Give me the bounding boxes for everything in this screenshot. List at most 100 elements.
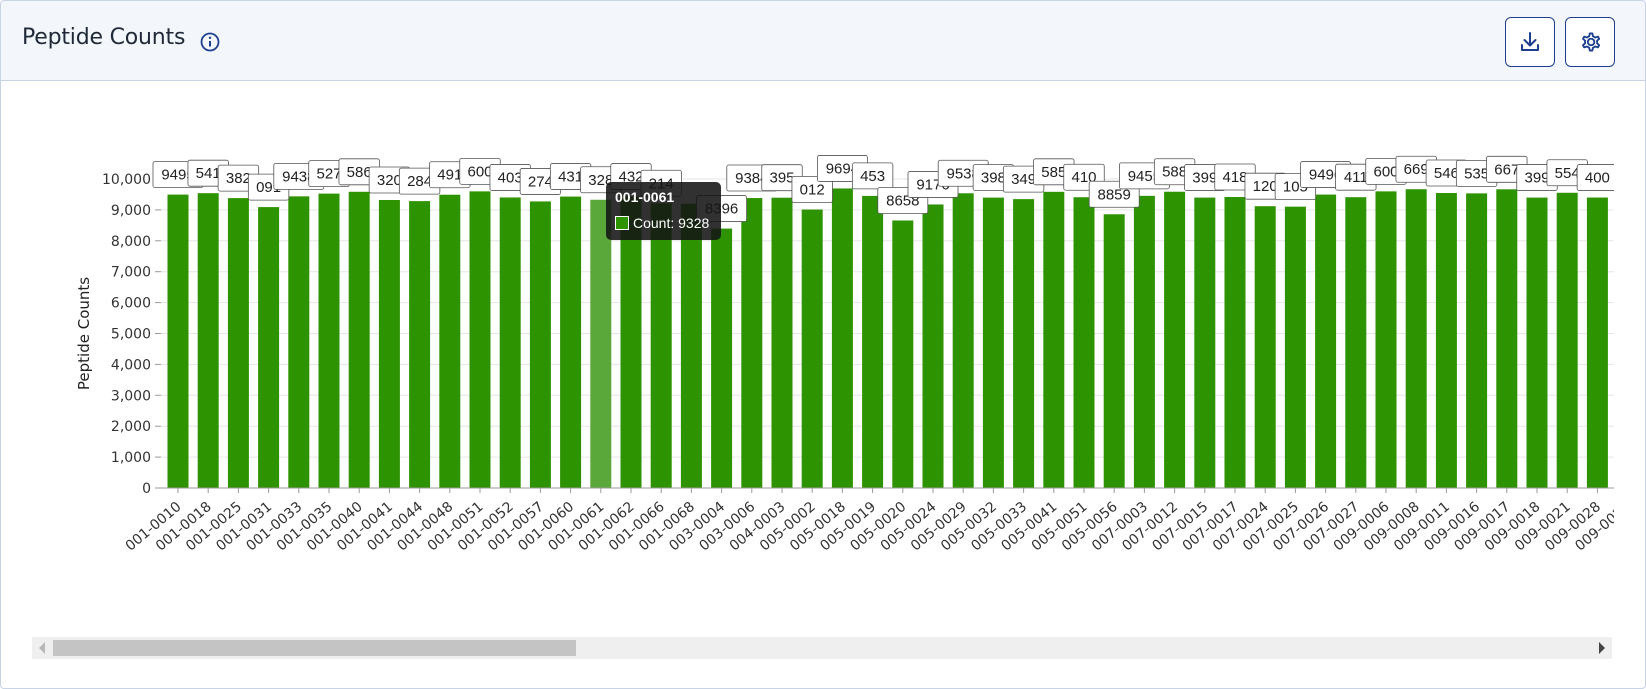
data-label: 9496: [1309, 167, 1342, 184]
bar-001-0041: [378, 200, 400, 488]
data-label: 600: [1373, 163, 1398, 180]
data-label: 453: [860, 168, 885, 185]
data-label: 398: [981, 170, 1006, 187]
bar-009-0028: [1586, 197, 1608, 488]
data-label: 9384: [735, 170, 768, 187]
gear-icon: [1582, 32, 1601, 52]
bar-007-0003: [1133, 195, 1155, 488]
bar-001-0066: [650, 203, 672, 488]
bar-009-0008: [1405, 189, 1427, 488]
bar-001-0010: [167, 194, 189, 488]
data-label: 418: [1222, 169, 1247, 186]
data-label-box: [1576, 164, 1614, 191]
bar-001-0060: [560, 196, 582, 488]
bar-001-0018: [197, 193, 219, 488]
bar-009-0017: [1496, 189, 1518, 488]
data-label: 012: [800, 182, 825, 199]
data-label: 403: [498, 169, 523, 186]
bar-003-0006: [741, 198, 763, 488]
bar-003-0004: [711, 228, 733, 488]
bar-007-0015: [1194, 197, 1216, 488]
data-label: 9438: [282, 168, 315, 185]
bar-005-0019: [862, 195, 884, 489]
bar-001-0062: [620, 196, 642, 488]
info-icon[interactable]: [199, 31, 221, 53]
y-tick-label: 2,000: [111, 419, 151, 435]
data-label: 9495: [161, 167, 194, 184]
plot-group: 001-0010001-0018001-0025001-0031001-0033…: [123, 188, 1614, 554]
bar-004-0003: [771, 197, 793, 488]
data-label: 669: [1404, 161, 1429, 178]
data-label: 274: [528, 173, 553, 190]
data-label: 395: [769, 170, 794, 187]
data-label: 600: [467, 163, 492, 180]
horizontal-scrollbar[interactable]: [32, 637, 1612, 659]
y-tick-label: 6,000: [111, 296, 151, 312]
bar-001-0052: [499, 197, 521, 488]
y-tick-label: 5,000: [111, 327, 151, 343]
bar-005-0024: [922, 204, 944, 488]
download-button[interactable]: [1505, 17, 1555, 67]
tooltip-title: 001-0061: [615, 189, 675, 205]
data-label: 284: [407, 173, 432, 190]
bar-009-0006: [1375, 191, 1397, 489]
chart-tooltip: 001-0061 Count: 9328: [606, 182, 721, 240]
bar-001-0057: [529, 201, 551, 488]
tooltip-swatch: [615, 216, 629, 230]
data-label-box: [851, 162, 894, 190]
data-label: 554: [1555, 165, 1580, 182]
data-label: 527: [316, 166, 341, 183]
bar-001-0033: [288, 196, 310, 489]
card-header: Peptide Counts: [1, 1, 1645, 81]
data-label: 585: [1041, 164, 1066, 181]
scroll-left-arrow-icon[interactable]: [39, 642, 45, 654]
scroll-right-arrow-icon[interactable]: [1599, 642, 1605, 654]
data-label: 382: [226, 170, 251, 187]
y-tick-label: 9,000: [111, 203, 151, 219]
scrollbar-thumb[interactable]: [53, 640, 576, 656]
data-label: 9694: [826, 160, 859, 177]
peptide-counts-bar-chart: 0 1,000 2,000 3,000 4,000 5,000 6,000 7,000 8,00…: [75, 155, 1614, 554]
data-label: 588: [1162, 164, 1187, 181]
data-label: 491: [437, 167, 462, 184]
bar-001-0061: [590, 199, 612, 488]
bar-007-0017: [1224, 196, 1246, 488]
bar-001-0035: [318, 193, 340, 488]
bar-005-0033: [1013, 199, 1035, 488]
bar-005-0002: [801, 209, 823, 488]
bar-009-0011: [1435, 193, 1457, 488]
bar-005-0029: [952, 193, 974, 488]
y-tick-label: 7,000: [111, 265, 151, 281]
bar-009-0018: [1526, 197, 1548, 488]
bar-005-0041: [1043, 191, 1065, 489]
settings-button[interactable]: [1565, 17, 1615, 67]
bar-001-0048: [439, 194, 461, 489]
data-label: 535: [1464, 165, 1489, 182]
data-label: 120: [1253, 178, 1278, 195]
data-label: 667: [1494, 161, 1519, 178]
data-label: 541: [196, 165, 221, 182]
tooltip-label: Count: 9328: [633, 215, 710, 231]
bar-001-0044: [409, 201, 431, 488]
bar-007-0027: [1345, 197, 1367, 488]
card-title: Peptide Counts: [22, 25, 186, 50]
y-tick-label: 8,000: [111, 234, 151, 250]
bar-005-0020: [892, 220, 914, 488]
data-label: 586: [347, 164, 372, 181]
data-label: 399: [1192, 170, 1217, 187]
y-tick-label: 0: [142, 481, 151, 497]
data-label: 9538: [947, 165, 980, 182]
y-tick-label: 10,000: [102, 172, 151, 188]
y-tick-label: 3,000: [111, 388, 151, 404]
bar-007-0012: [1164, 191, 1186, 488]
bar-005-0051: [1073, 197, 1095, 488]
data-label-box: [791, 176, 833, 203]
download-icon: [1521, 32, 1539, 51]
data-label: 349: [1011, 171, 1036, 188]
bar-001-0068: [680, 203, 702, 488]
bar-005-0032: [982, 197, 1004, 488]
data-label: 546: [1434, 165, 1459, 182]
bar-005-0018: [831, 188, 853, 489]
